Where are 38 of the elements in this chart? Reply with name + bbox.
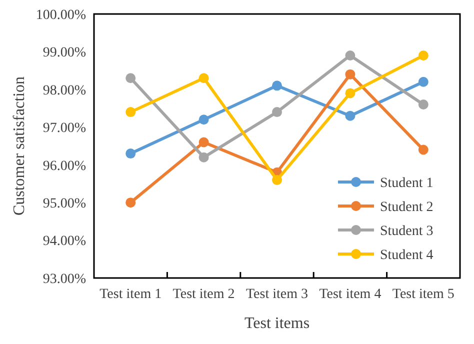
y-tick-label: 96.00% <box>42 158 86 174</box>
point <box>272 174 282 185</box>
point <box>126 198 136 208</box>
point <box>418 100 428 110</box>
y-tick-label: 99.00% <box>42 46 86 61</box>
y-axis-title: Customer satisfaction <box>11 76 28 216</box>
y-tick-label: 98.00% <box>42 83 86 98</box>
legend-label: Student 4 <box>380 248 434 263</box>
point <box>345 50 356 60</box>
x-tick-label: Test item 2 <box>172 287 235 302</box>
point <box>126 148 136 159</box>
point <box>345 88 356 98</box>
x-axis-title: Test items <box>244 315 310 332</box>
x-tick-label: Test item 5 <box>392 287 454 302</box>
y-tick-label: 97.00% <box>42 121 86 136</box>
point <box>418 144 428 155</box>
point <box>418 76 428 87</box>
point <box>272 80 282 91</box>
y-tick-label: 94.00% <box>42 234 86 250</box>
point <box>198 152 209 162</box>
x-tick-label: Test item 1 <box>100 287 162 302</box>
y-tick-label: 100.00% <box>36 8 86 23</box>
legend-label: Student 2 <box>380 200 434 215</box>
legend-label: Student 1 <box>380 176 434 191</box>
x-tick-label: Test item 3 <box>246 287 308 302</box>
point <box>345 110 356 121</box>
legend-label: Student 3 <box>380 224 434 239</box>
y-tick-label: 93.00% <box>42 272 86 287</box>
x-tick-label: Test item 4 <box>319 287 382 302</box>
point <box>126 73 136 84</box>
point <box>126 107 136 118</box>
point <box>272 107 282 118</box>
point <box>418 50 428 60</box>
point <box>345 69 356 80</box>
y-tick-label: 95.00% <box>42 196 86 212</box>
point <box>198 137 209 148</box>
point <box>198 73 209 84</box>
point <box>198 114 209 125</box>
